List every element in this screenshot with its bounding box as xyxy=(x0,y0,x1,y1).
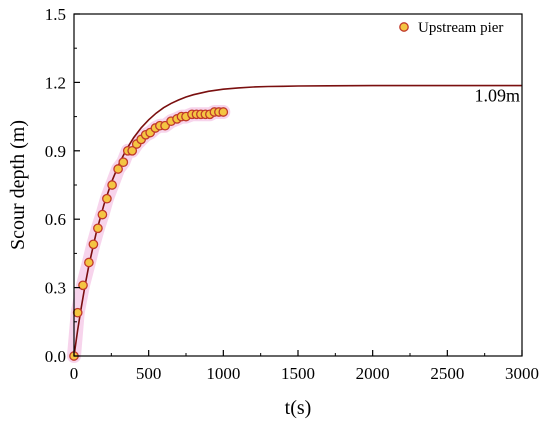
data-point xyxy=(93,223,103,234)
x-tick-label: 500 xyxy=(136,364,162,383)
y-tick-label: 0.9 xyxy=(45,142,66,161)
y-axis-title: Scour depth (m) xyxy=(7,120,29,250)
data-point xyxy=(97,209,108,220)
x-axis-title: t(s) xyxy=(285,397,312,419)
data-point xyxy=(72,307,83,318)
legend-label: Upstream pier xyxy=(418,20,503,36)
data-point xyxy=(78,280,88,291)
legend-marker xyxy=(399,22,409,32)
labels-layer: 0 500 1000 1500 2000 2500 3000 0.0 0.3 0.6 0.9 1.2 1… xyxy=(7,5,539,419)
axes-layer xyxy=(73,13,523,357)
y-tick-label: 0.6 xyxy=(45,210,66,229)
x-tick-label: 0 xyxy=(70,364,79,383)
y-tick-label: 1.5 xyxy=(45,5,66,24)
x-tick-label: 2000 xyxy=(356,364,390,383)
fit-curve xyxy=(73,84,522,357)
x-tick-label: 1500 xyxy=(281,364,315,383)
data-point xyxy=(127,145,138,156)
points-layer xyxy=(69,107,229,361)
data-point xyxy=(84,257,94,268)
y-tick-label: 0.3 xyxy=(45,279,66,298)
y-tick-label: 0.0 xyxy=(45,347,66,366)
x-tick-label: 3000 xyxy=(505,364,539,383)
x-tick-label: 2500 xyxy=(430,364,464,383)
fit-layer xyxy=(73,84,522,357)
data-point xyxy=(113,164,123,174)
plot-frame xyxy=(73,13,523,357)
x-tick-label: 1000 xyxy=(206,364,240,383)
data-point xyxy=(102,193,112,204)
y-tick-label: 1.2 xyxy=(45,73,66,92)
data-point xyxy=(218,107,229,117)
data-point xyxy=(118,157,129,168)
data-point xyxy=(88,239,99,250)
data-point xyxy=(107,180,117,190)
asymptote-annotation: 1.09m xyxy=(474,85,520,105)
